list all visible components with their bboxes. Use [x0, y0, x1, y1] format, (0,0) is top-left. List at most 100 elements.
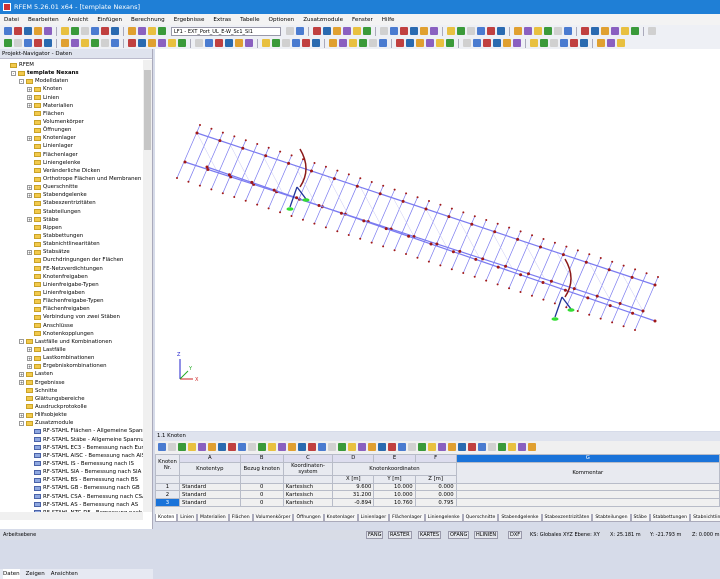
toolbar-button-icon[interactable] — [540, 39, 548, 47]
node[interactable] — [313, 162, 316, 164]
nodal-support[interactable] — [567, 308, 575, 312]
menu-item[interactable]: Einfügen — [97, 16, 123, 23]
node[interactable] — [496, 265, 500, 269]
table-tool-icon[interactable] — [268, 442, 276, 451]
toolbar-button-icon[interactable] — [148, 39, 156, 47]
node[interactable] — [519, 291, 522, 293]
node[interactable] — [473, 275, 476, 278]
tree-item[interactable]: RF-STAHL Stäbe - Allgemeine Spannungsana… — [0, 435, 143, 443]
tree-item[interactable]: + Hilfsobjekte — [0, 411, 143, 419]
toolbar-button-icon[interactable] — [349, 39, 357, 47]
node[interactable] — [279, 211, 282, 214]
node[interactable] — [584, 260, 588, 264]
table-tab[interactable]: Stabbettungen — [649, 514, 691, 522]
toolbar-button-icon[interactable] — [597, 39, 605, 47]
menu-item[interactable]: Optionen — [268, 16, 295, 23]
nodal-support[interactable] — [286, 207, 294, 211]
table-tool-icon[interactable] — [418, 442, 426, 451]
node[interactable] — [634, 268, 637, 271]
toolbar-button-icon[interactable] — [463, 39, 471, 47]
toolbar-button-icon[interactable] — [195, 39, 203, 47]
node[interactable] — [485, 279, 488, 282]
table-tab[interactable]: Querschnitte — [462, 514, 499, 522]
toolbar-button-icon[interactable] — [168, 39, 176, 47]
node[interactable] — [424, 207, 428, 211]
table-tab[interactable]: Stabnichtlinearitäten — [690, 514, 720, 522]
node[interactable] — [653, 283, 657, 287]
table-tab[interactable]: Stabendgelenke — [498, 514, 542, 522]
node[interactable] — [618, 302, 622, 306]
tree-item[interactable]: + Lasten — [0, 370, 143, 378]
toolbar-button-icon[interactable] — [61, 39, 69, 47]
node[interactable] — [210, 127, 213, 130]
toolbar-button-icon[interactable] — [14, 39, 22, 47]
table-tool-icon[interactable] — [158, 442, 166, 451]
purlin-member[interactable] — [577, 257, 602, 312]
tree-item[interactable]: - Modelldaten — [0, 77, 143, 85]
node[interactable] — [290, 215, 293, 217]
purlin-member[interactable] — [371, 189, 395, 243]
tree-item[interactable]: Stabbettungen — [0, 232, 143, 240]
nodal-support[interactable] — [302, 198, 310, 202]
cell-nr[interactable]: 2 — [155, 490, 180, 500]
table-tool-icon[interactable] — [278, 442, 286, 451]
toolbar-button-icon[interactable] — [205, 39, 213, 47]
node[interactable] — [539, 245, 542, 249]
table-tool-icon[interactable] — [408, 442, 416, 451]
toolbar-button-icon[interactable] — [473, 39, 481, 47]
cell-c[interactable] — [455, 490, 720, 500]
table-tab[interactable]: Stabteilungen — [592, 514, 631, 522]
node[interactable] — [599, 257, 602, 259]
table-tool-icon[interactable] — [238, 442, 246, 451]
toolbar-button-icon[interactable] — [396, 39, 404, 47]
purlin-member[interactable] — [531, 242, 556, 296]
support-leg[interactable] — [554, 296, 572, 318]
expand-icon[interactable]: + — [27, 355, 32, 361]
node[interactable] — [607, 268, 611, 272]
tree-item[interactable]: Flächen — [0, 110, 143, 118]
tree-item[interactable]: Flächenfreigabe-Typen — [0, 297, 143, 305]
node[interactable] — [233, 196, 236, 198]
node[interactable] — [450, 207, 453, 210]
tree-item[interactable]: Flächenfreigaben — [0, 305, 143, 313]
tree-item[interactable]: RF-STAHL NTC-DF - Bemessung nach NTC-DF — [0, 509, 143, 512]
toolbar-button-icon[interactable] — [601, 27, 609, 35]
tree-item[interactable]: RF-STAHL EC3 - Bemessung nach Eurocode 3 — [0, 444, 143, 452]
menu-item[interactable]: Hilfe — [381, 16, 395, 23]
collapse-icon[interactable]: - — [11, 70, 16, 76]
toolbar-button-icon[interactable] — [14, 27, 22, 35]
expand-icon[interactable]: + — [19, 412, 24, 418]
menu-item[interactable]: Extras — [213, 16, 232, 23]
node[interactable] — [572, 287, 576, 291]
tree-item[interactable]: Linienfreigaben — [0, 289, 143, 297]
toolbar-button-icon[interactable] — [313, 27, 321, 35]
table-tab[interactable]: Flächen — [228, 514, 253, 522]
table-tab[interactable]: Stabexzentrizitäten — [541, 514, 593, 522]
node[interactable] — [653, 319, 657, 323]
toolbar-button-icon[interactable] — [503, 39, 511, 47]
toolbar-button-icon[interactable] — [292, 39, 300, 47]
tree-item[interactable]: + Lastfälle — [0, 346, 143, 354]
table-tool-icon[interactable] — [508, 442, 516, 451]
toolbar-button-icon[interactable] — [44, 27, 52, 35]
toolbar-button-icon[interactable] — [426, 39, 434, 47]
toolbar-button-icon[interactable] — [560, 39, 568, 47]
tree-item[interactable]: Liniengelenke — [0, 159, 143, 167]
node[interactable] — [244, 139, 247, 142]
table-tool-icon[interactable] — [318, 442, 326, 451]
tree-item[interactable]: FE-Netzverdichtungen — [0, 265, 143, 273]
node[interactable] — [608, 304, 612, 308]
table-tab[interactable]: Öffnungen — [293, 514, 324, 522]
node[interactable] — [229, 175, 233, 179]
tree-item[interactable]: Glättungsbereiche — [0, 395, 143, 403]
toolbar-button-icon[interactable] — [312, 39, 320, 47]
table-tool-icon[interactable] — [308, 442, 316, 451]
node[interactable] — [563, 288, 567, 292]
node[interactable] — [634, 329, 636, 331]
node[interactable] — [553, 302, 556, 305]
table-tool-icon[interactable] — [288, 442, 296, 451]
node[interactable] — [198, 184, 201, 187]
node[interactable] — [474, 257, 478, 261]
tree-item[interactable]: Öffnungen — [0, 126, 143, 134]
menu-item[interactable]: Tabelle — [240, 16, 260, 23]
